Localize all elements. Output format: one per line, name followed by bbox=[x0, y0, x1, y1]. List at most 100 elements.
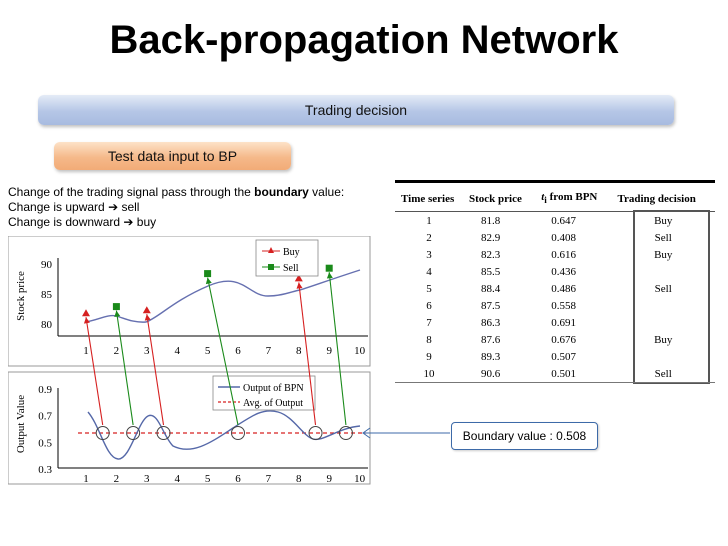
table-header-row: Time series Stock price ti from BPN Trad… bbox=[395, 186, 715, 212]
price-xtick-label: 5 bbox=[205, 345, 211, 357]
cell-stock-price: 87.6 bbox=[481, 333, 501, 346]
header-trading-decision: Trading decision bbox=[611, 186, 715, 212]
output-xtick-label: 8 bbox=[296, 473, 302, 485]
test-data-subheader: Test data input to BP bbox=[54, 142, 291, 170]
cell-decision: Sell bbox=[654, 231, 672, 244]
price-xtick-label: 1 bbox=[83, 345, 89, 357]
price-xtick-label: 8 bbox=[296, 345, 302, 357]
price-xtick-label: 9 bbox=[326, 345, 332, 357]
output-xtick-label: 4 bbox=[174, 473, 180, 485]
sell-connector-arrow-head bbox=[205, 277, 212, 285]
cell-output: 0.408 bbox=[551, 231, 576, 244]
output-xtick-label: 1 bbox=[83, 473, 89, 485]
sell-connector-arrow bbox=[328, 272, 347, 426]
cell-decision: Buy bbox=[654, 248, 673, 261]
cell-time: 4 bbox=[426, 265, 432, 278]
table-row: 4 85.5 0.436 bbox=[395, 263, 715, 280]
cell-time: 8 bbox=[426, 333, 432, 346]
price-ytick-label: 90 bbox=[41, 259, 53, 271]
boundary-keyword: boundary bbox=[254, 185, 309, 199]
buy-connector-arrow-head bbox=[83, 317, 90, 324]
sell-point-marker bbox=[325, 264, 333, 272]
sell-connector-arrow bbox=[115, 310, 134, 426]
sell-connector-arrow bbox=[207, 277, 239, 426]
price-ytick-label: 85 bbox=[41, 289, 53, 301]
table-row: 7 86.3 0.691 bbox=[395, 314, 715, 331]
table-row: 5 88.4 0.486 Sell bbox=[395, 280, 715, 297]
price-xtick-label: 4 bbox=[174, 345, 180, 357]
cell-stock-price: 82.3 bbox=[481, 248, 501, 261]
output-xtick-label: 9 bbox=[326, 473, 332, 485]
output-xtick-label: 3 bbox=[144, 473, 150, 485]
cell-decision: Buy bbox=[654, 333, 673, 346]
description-line-2: Change is upward ➔ sell bbox=[8, 200, 140, 214]
legend-bpn-label: Output of BPN bbox=[243, 383, 304, 394]
table-row: 3 82.3 0.616 Buy bbox=[395, 246, 715, 263]
legend-buy-triangle-icon bbox=[268, 247, 274, 253]
legend-sell-square-icon bbox=[268, 264, 274, 270]
sell-connector-arrow-head bbox=[114, 310, 121, 317]
boundary-crossing-circle bbox=[156, 426, 171, 440]
header-output-text: from BPN bbox=[546, 191, 598, 204]
cell-time: 3 bbox=[426, 248, 432, 261]
output-xtick-label: 7 bbox=[266, 473, 272, 485]
results-table: Time series Stock price ti from BPN Trad… bbox=[395, 186, 715, 382]
table-row: 9 89.3 0.507 bbox=[395, 348, 715, 365]
legend-avg-label: Avg. of Output bbox=[243, 398, 303, 409]
cell-stock-price: 90.6 bbox=[481, 367, 501, 380]
description-text: Change of the trading signal pass throug… bbox=[8, 185, 344, 230]
cell-decision: Buy bbox=[654, 214, 673, 227]
output-xtick-label: 2 bbox=[114, 473, 120, 485]
cell-output: 0.616 bbox=[551, 248, 576, 261]
output-xtick-label: 6 bbox=[235, 473, 241, 485]
boundary-crossing-circle bbox=[308, 426, 323, 440]
header-time-series: Time series bbox=[395, 186, 463, 212]
cell-output: 0.558 bbox=[551, 299, 576, 312]
description-line-1: Change of the trading signal pass throug… bbox=[8, 185, 345, 199]
output-plot-frame bbox=[8, 371, 371, 485]
bpn-output-line bbox=[87, 410, 361, 460]
cell-time: 9 bbox=[426, 350, 432, 363]
price-xtick-label: 6 bbox=[235, 345, 241, 357]
cell-stock-price: 82.9 bbox=[481, 231, 501, 244]
decision-column-box bbox=[633, 210, 710, 384]
cell-stock-price: 85.5 bbox=[481, 265, 501, 278]
cell-stock-price: 81.8 bbox=[481, 214, 501, 227]
sell-point-marker bbox=[204, 270, 212, 278]
boundary-crossing-circle bbox=[126, 426, 141, 440]
cell-stock-price: 86.3 bbox=[481, 316, 501, 329]
results-table-panel: Time series Stock price ti from BPN Trad… bbox=[395, 180, 715, 387]
cell-output: 0.501 bbox=[551, 367, 576, 380]
table-row: 8 87.6 0.676 Buy bbox=[395, 331, 715, 348]
buy-connector-arrow bbox=[298, 282, 317, 426]
cell-stock-price: 88.4 bbox=[481, 282, 501, 295]
output-ytick-label: 0.5 bbox=[38, 437, 52, 449]
boundary-crossing-circle bbox=[95, 426, 110, 440]
table-row: 2 82.9 0.408 Sell bbox=[395, 229, 715, 246]
cell-time: 5 bbox=[426, 282, 432, 295]
header-output-symbol: t bbox=[541, 191, 545, 204]
table-row: 10 90.6 0.501 Sell bbox=[395, 365, 715, 382]
buy-point-marker bbox=[142, 306, 151, 314]
buy-connector-arrow-head bbox=[296, 282, 303, 289]
cell-stock-price: 89.3 bbox=[481, 350, 501, 363]
table-bottom-rule bbox=[395, 382, 715, 383]
buy-connector-arrow bbox=[146, 314, 165, 426]
trading-decision-banner: Trading decision bbox=[38, 95, 674, 125]
output-ytick-label: 0.9 bbox=[38, 384, 52, 396]
buy-connector-arrow-head bbox=[144, 314, 151, 321]
output-legend bbox=[212, 375, 316, 411]
header-stock-price: Stock price bbox=[463, 186, 536, 212]
cell-time: 7 bbox=[426, 316, 432, 329]
boundary-value-box: Boundary value : 0.508 bbox=[451, 422, 598, 450]
boundary-crossing-circle bbox=[338, 426, 353, 440]
table-row: 1 81.8 0.647 Buy bbox=[395, 212, 715, 230]
price-legend bbox=[255, 239, 319, 277]
cell-decision: Sell bbox=[654, 367, 672, 380]
output-ytick-label: 0.3 bbox=[38, 464, 52, 476]
header-output-subscript: i bbox=[544, 195, 547, 206]
legend-buy-label: Buy bbox=[283, 247, 300, 258]
price-ytick-label: 80 bbox=[41, 319, 53, 331]
cell-output: 0.507 bbox=[551, 350, 576, 363]
